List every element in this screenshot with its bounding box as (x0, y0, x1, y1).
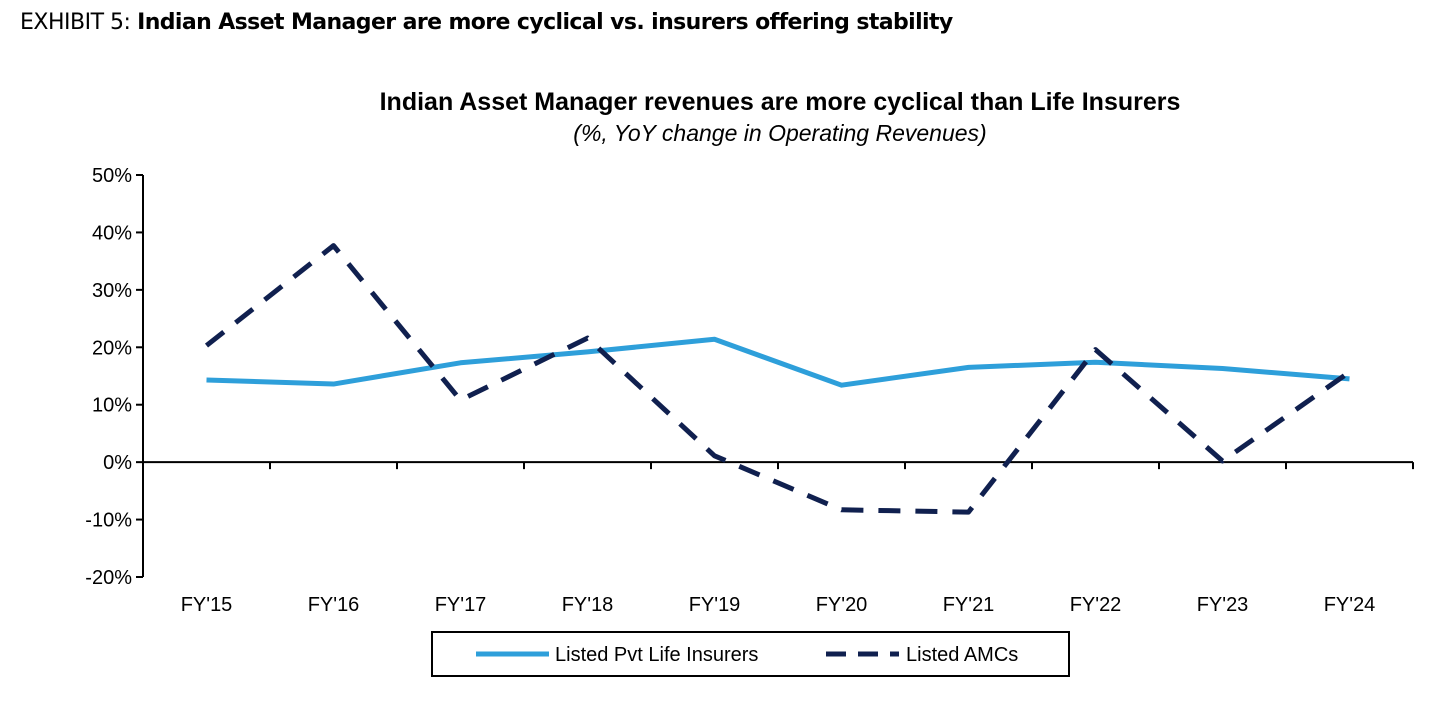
exhibit-heading: EXHIBIT 5: Indian Asset Manager are more… (20, 10, 953, 35)
chart-subtitle: (%, YoY change in Operating Revenues) (573, 120, 986, 146)
y-tick-label: 40% (92, 222, 132, 244)
x-tick-label: FY'20 (816, 594, 868, 616)
legend-label: Listed Pvt Life Insurers (555, 644, 758, 666)
legend: Listed Pvt Life Insurers Listed AMCs (431, 631, 1070, 677)
y-tick-label: 50% (92, 165, 132, 187)
series-line-amcs (204, 243, 1351, 515)
x-tick-label: FY'18 (562, 594, 614, 616)
y-axis: -20% -10% 0% 10% 20% 30% 40% 50% (85, 165, 144, 589)
exhibit-headline: Indian Asset Manager are more cyclical v… (137, 10, 953, 35)
y-tick-label: 20% (92, 337, 132, 359)
x-tick-label: FY'23 (1197, 594, 1249, 616)
y-tick-label: 30% (92, 280, 132, 302)
y-tick-label: -20% (85, 567, 132, 589)
x-tick-label: FY'16 (308, 594, 360, 616)
chart-title: Indian Asset Manager revenues are more c… (380, 88, 1181, 116)
x-tick-label: FY'17 (435, 594, 487, 616)
y-tick-label: 0% (103, 452, 132, 474)
series-line-life-insurers (206, 336, 1350, 388)
x-tick-label: FY'15 (181, 594, 233, 616)
x-tick-label: FY'21 (943, 594, 995, 616)
y-tick-label: 10% (92, 395, 132, 417)
x-axis: FY'15 FY'16 FY'17 FY'18 FY'19 FY'20 FY'21 FY'22… (142, 461, 1414, 616)
exhibit-label: EXHIBIT 5: (20, 10, 131, 35)
x-tick-label: FY'19 (689, 594, 741, 616)
series-lines (204, 243, 1351, 515)
legend-label: Listed AMCs (906, 644, 1018, 666)
y-tick-label: -10% (85, 510, 132, 532)
x-tick-label: FY'22 (1070, 594, 1122, 616)
x-tick-label: FY'24 (1324, 594, 1376, 616)
